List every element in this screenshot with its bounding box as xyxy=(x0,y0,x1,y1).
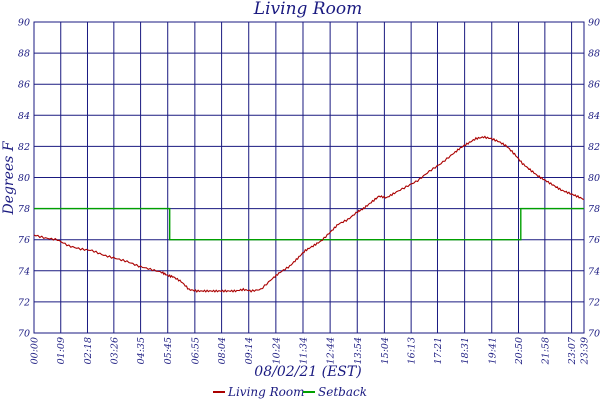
y-tick-label: 72 xyxy=(18,297,30,308)
x-tick-label: 09:14 xyxy=(244,337,255,364)
legend: Living Room Setback xyxy=(213,385,367,399)
x-tick-label: 12:44 xyxy=(326,337,337,364)
y-tick-labels-left: 70 72 74 76 78 80 82 84 86 88 90 xyxy=(18,18,30,340)
y-tick-label-right: 74 xyxy=(588,266,600,277)
y-tick-label-right: 78 xyxy=(588,204,600,215)
y-axis-title: Degrees F xyxy=(1,140,17,215)
x-tick-labels: 00:00 01:09 02:18 03:26 04:35 05:45 06:55 08:04… xyxy=(30,336,591,365)
legend-label-setback: Setback xyxy=(318,385,367,399)
y-tick-label: 82 xyxy=(18,142,30,153)
x-tick-label: 02:18 xyxy=(83,337,94,364)
x-tick-label: 21:58 xyxy=(540,337,551,365)
x-tick-label: 17:21 xyxy=(433,337,444,364)
x-axis-title: 08/02/21 (EST) xyxy=(254,364,361,380)
x-tick-label: 03:26 xyxy=(109,337,120,364)
y-tick-label: 70 xyxy=(18,329,30,340)
x-tick-label: 16:13 xyxy=(407,337,418,364)
y-tick-label-right: 86 xyxy=(588,80,600,91)
x-tick-label: 06:55 xyxy=(190,337,201,364)
x-tick-label: 13:54 xyxy=(353,337,364,364)
y-tick-label-right: 82 xyxy=(588,142,600,153)
y-tick-label-right: 84 xyxy=(588,111,600,122)
x-tick-label: 00:00 xyxy=(30,337,41,364)
chart-title: Living Room xyxy=(253,0,362,19)
y-tick-label-right: 90 xyxy=(588,18,600,29)
y-tick-labels-right: 70 72 74 76 78 80 82 84 86 88 90 xyxy=(588,18,600,340)
legend-label-living-room: Living Room xyxy=(227,385,305,399)
y-tick-label: 88 xyxy=(18,49,30,60)
x-tick-label: 04:35 xyxy=(136,337,147,364)
y-tick-label-right: 72 xyxy=(588,297,600,308)
y-tick-label: 84 xyxy=(18,111,30,122)
series-line-living-room xyxy=(33,135,585,293)
y-tick-label-right: 70 xyxy=(588,329,600,340)
x-tick-label: 19:41 xyxy=(487,337,498,364)
y-tick-label-right: 88 xyxy=(588,49,600,60)
series-line-setback xyxy=(34,207,584,241)
x-tick-label: 01:09 xyxy=(56,337,67,364)
y-tick-label: 80 xyxy=(18,173,30,184)
y-tick-label: 90 xyxy=(18,18,30,29)
x-tick-label: 23:07 xyxy=(567,336,578,365)
x-tick-label: 18:31 xyxy=(460,337,471,364)
y-tick-label: 86 xyxy=(18,80,30,91)
y-tick-label: 74 xyxy=(18,266,30,277)
x-tick-label: 10:24 xyxy=(271,337,282,364)
x-tick-label: 20:50 xyxy=(514,337,525,365)
y-tick-label-right: 76 xyxy=(588,235,600,246)
y-tick-label: 76 xyxy=(18,235,30,246)
x-tick-label: 08:04 xyxy=(217,337,228,364)
y-tick-label: 78 xyxy=(18,204,30,215)
x-tick-label: 05:45 xyxy=(163,337,174,364)
x-tick-label: 11:34 xyxy=(298,337,309,364)
y-tick-label-right: 80 xyxy=(588,173,600,184)
x-tick-label: 23:39 xyxy=(580,337,591,365)
x-tick-label: 15:04 xyxy=(380,337,391,364)
